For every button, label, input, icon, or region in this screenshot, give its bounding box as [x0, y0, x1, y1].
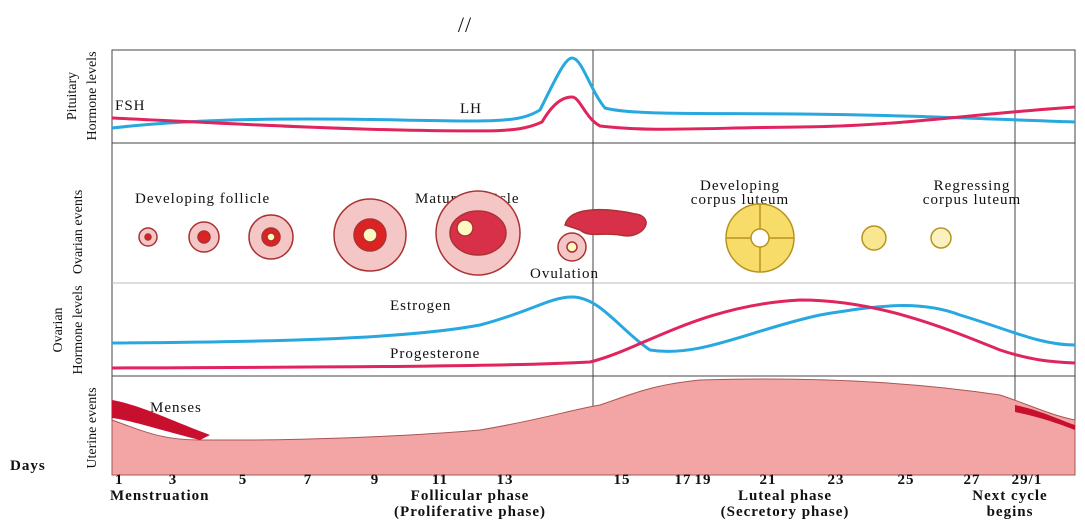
lh-label: LH	[460, 101, 482, 117]
side-label: Ovarian events	[71, 190, 86, 274]
day-label: 29/1	[1012, 472, 1043, 488]
day-label: 15	[614, 472, 631, 488]
day-label: 9	[371, 472, 380, 488]
day-label: 1	[115, 472, 124, 488]
corpus-label: Developing	[700, 178, 780, 194]
ovulation-label: Ovulation	[530, 266, 599, 282]
phase-label: (Proliferative phase)	[394, 504, 546, 520]
side-label: Uterine events	[85, 387, 100, 468]
menses-shape	[112, 400, 210, 440]
menses-shape	[1015, 405, 1075, 430]
fsh-label: FSH	[115, 98, 146, 114]
day-label: 19	[695, 472, 712, 488]
phase-label: Follicular phase	[411, 488, 530, 504]
day-label: 7	[304, 472, 313, 488]
progesterone-label: Progesterone	[390, 346, 480, 362]
phase-label: Luteal phase	[738, 488, 832, 504]
phase-label: Menstruation	[110, 488, 210, 504]
uterine-lining	[111, 378, 1076, 476]
phase-label: (Secretory phase)	[721, 504, 850, 520]
side-label: Hormone levels	[85, 51, 100, 140]
follicle-label: Developing follicle	[135, 191, 270, 207]
day-label: 25	[898, 472, 915, 488]
header-mark: //	[458, 12, 472, 37]
side-label: Ovarian	[51, 307, 66, 352]
phase-label: begins	[987, 504, 1034, 520]
day-label: 27	[964, 472, 981, 488]
progesterone-curve	[111, 298, 1076, 370]
corpus-label: corpus luteum	[691, 192, 789, 208]
side-label: Hormone levels	[71, 285, 86, 374]
day-label: 5	[239, 472, 248, 488]
axis-title: Days	[10, 458, 46, 474]
corpus-luteum	[725, 203, 952, 273]
menses-label: Menses	[150, 400, 202, 416]
day-label: 21	[760, 472, 777, 488]
day-label: 17	[675, 472, 692, 488]
estrogen-label: Estrogen	[390, 298, 451, 314]
follicles	[138, 190, 647, 276]
day-label: 11	[432, 472, 448, 488]
corpus-label: Regressing	[934, 178, 1011, 194]
fsh-curve	[111, 95, 1076, 133]
corpus-label: corpus luteum	[923, 192, 1021, 208]
day-label: 3	[169, 472, 178, 488]
lh-curve	[111, 56, 1076, 130]
day-label: 23	[828, 472, 845, 488]
side-label: Pituitary	[65, 72, 80, 120]
phase-label: Next cycle	[972, 488, 1047, 504]
day-label: 13	[497, 472, 514, 488]
